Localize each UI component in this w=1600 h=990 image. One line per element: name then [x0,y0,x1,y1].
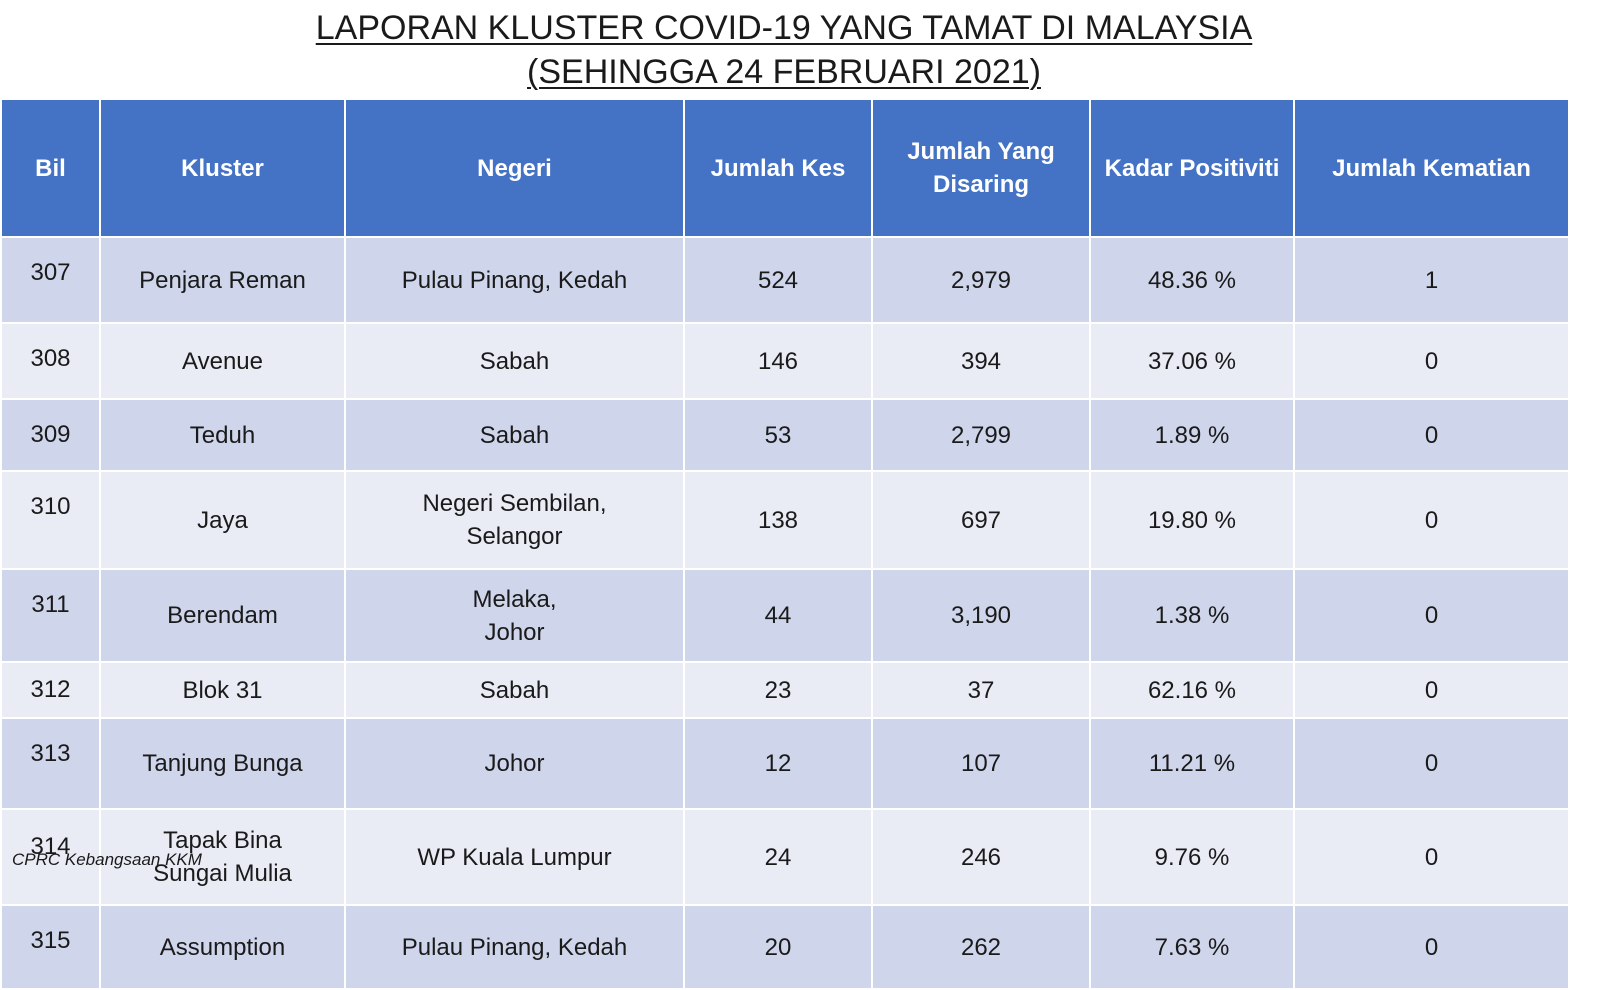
title-line-2: (SEHINGGA 24 FEBRUARI 2021) [0,50,1568,94]
cell-jumlah-kes: 53 [683,398,873,472]
header-jumlah-kematian: Jumlah Kematian [1293,98,1570,238]
header-bil: Bil [0,98,101,238]
cell-negeri-line2: Johor [484,618,545,646]
cell-kadar-positiviti: 48.36 % [1089,236,1295,324]
cell-bil: 312 [0,661,101,719]
cell-jumlah-kematian: 1 [1293,236,1570,324]
cell-bil: 311 [0,568,101,663]
header-jumlah-disaring: Jumlah Yang Disaring [871,98,1091,238]
cell-jumlah-kematian: 0 [1293,717,1570,810]
cell-jumlah-kematian: 0 [1293,322,1570,400]
cell-jumlah-kes: 146 [683,322,873,400]
cell-negeri: Melaka, Johor [344,568,685,663]
cell-jumlah-disaring: 2,979 [871,236,1091,324]
cell-negeri: Negeri Sembilan, Selangor [344,470,685,570]
title-main-text: LAPORAN KLUSTER COVID-19 YANG TAMAT DI M… [315,9,1253,47]
cell-jumlah-disaring: 394 [871,322,1091,400]
cell-bil: 307 [0,236,101,324]
table-row: 311 Berendam Melaka, Johor 44 3,190 1.38 … [0,568,1570,663]
table-row: 315 Assumption Pulau Pinang, Kedah 20 26… [0,904,1570,990]
cell-negeri: Pulau Pinang, Kedah [344,904,685,990]
report-title: LAPORAN KLUSTER COVID-19 YANG TAMAT DI M… [0,6,1568,94]
header-kadar-positiviti: Kadar Positiviti [1089,98,1295,238]
table-row: 309 Teduh Sabah 53 2,799 1.89 % 0 [0,398,1570,472]
cell-negeri: Sabah [344,398,685,472]
cell-kadar-positiviti: 1.38 % [1089,568,1295,663]
cell-kadar-positiviti: 7.63 % [1089,904,1295,990]
cell-kluster: Assumption [99,904,346,990]
cell-jumlah-kes: 23 [683,661,873,719]
cell-kadar-positiviti: 19.80 % [1089,470,1295,570]
cell-bil: 313 [0,717,101,810]
cell-kluster: Tanjung Bunga [99,717,346,810]
cell-jumlah-kematian: 0 [1293,904,1570,990]
cell-kluster: Blok 31 [99,661,346,719]
cell-jumlah-kematian: 0 [1293,568,1570,663]
cell-kadar-positiviti: 9.76 % [1089,808,1295,906]
header-jumlah-disaring-line1: Jumlah Yang [907,138,1055,165]
cell-jumlah-disaring: 2,799 [871,398,1091,472]
header-jumlah-kes: Jumlah Kes [683,98,873,238]
table-header-row: Bil Kluster Negeri Jumlah Kes Jumlah Yan… [0,98,1570,238]
cell-bil: 310 [0,470,101,570]
cell-negeri: Sabah [344,322,685,400]
cell-bil: 315 [0,904,101,990]
cell-kluster: Tapak Bina Sungai Mulia [99,808,346,906]
cluster-table: Bil Kluster Negeri Jumlah Kes Jumlah Yan… [0,98,1570,990]
table-row: 314 Tapak Bina Sungai Mulia WP Kuala Lump… [0,808,1570,906]
table-row: 313 Tanjung Bunga Johor 12 107 11.21 % 0 [0,717,1570,810]
cell-kluster-line1: Tapak Bina [163,827,282,854]
cell-kluster: Penjara Reman [99,236,346,324]
cell-jumlah-kes: 20 [683,904,873,990]
cell-jumlah-disaring: 107 [871,717,1091,810]
header-kluster: Kluster [99,98,346,238]
cell-negeri: WP Kuala Lumpur [344,808,685,906]
cell-jumlah-disaring: 697 [871,470,1091,570]
cell-negeri: Johor [344,717,685,810]
header-jumlah-disaring-line2: Disaring [932,171,1030,198]
cell-kadar-positiviti: 62.16 % [1089,661,1295,719]
title-date-text: (SEHINGGA 24 FEBRUARI 2021) [527,53,1041,91]
cell-kadar-positiviti: 37.06 % [1089,322,1295,400]
table-row: 307 Penjara Reman Pulau Pinang, Kedah 52… [0,236,1570,324]
cell-jumlah-kes: 524 [683,236,873,324]
cell-jumlah-disaring: 262 [871,904,1091,990]
header-negeri: Negeri [344,98,685,238]
table-row: 308 Avenue Sabah 146 394 37.06 % 0 [0,322,1570,400]
source-note: CPRC Kebangsaan KKM [12,850,202,869]
cell-jumlah-kematian: 0 [1293,470,1570,570]
cell-negeri-line1: Negeri Sembilan, [422,490,607,517]
cell-negeri: Sabah [344,661,685,719]
title-line-1: LAPORAN KLUSTER COVID-19 YANG TAMAT DI M… [0,6,1568,50]
cell-kluster-line2: Sungai Mulia [153,860,292,887]
cell-jumlah-kematian: 0 [1293,661,1570,719]
cell-jumlah-disaring: 246 [871,808,1091,906]
cell-jumlah-kes: 12 [683,717,873,810]
cell-kluster: Jaya [99,470,346,570]
cell-jumlah-kes: 24 [683,808,873,906]
table-row: 312 Blok 31 Sabah 23 37 62.16 % 0 [0,661,1570,719]
cell-jumlah-kematian: 0 [1293,398,1570,472]
table-row: 310 Jaya Negeri Sembilan, Selangor 138 69… [0,470,1570,570]
cell-kluster: Berendam [99,568,346,663]
cell-bil: 308 [0,322,101,400]
cell-kluster: Avenue [99,322,346,400]
cell-jumlah-disaring: 37 [871,661,1091,719]
cell-kluster: Teduh [99,398,346,472]
cell-bil: 309 [0,398,101,472]
cell-negeri: Pulau Pinang, Kedah [344,236,685,324]
cell-negeri-line2: Selangor [466,523,563,550]
cell-jumlah-disaring: 3,190 [871,568,1091,663]
cell-jumlah-kematian: 0 [1293,808,1570,906]
cell-kadar-positiviti: 11.21 % [1089,717,1295,810]
cell-bil: 314 [0,808,101,906]
cell-jumlah-kes: 44 [683,568,873,663]
cell-negeri-line1: Melaka, [472,585,557,613]
cell-jumlah-kes: 138 [683,470,873,570]
cell-kadar-positiviti: 1.89 % [1089,398,1295,472]
